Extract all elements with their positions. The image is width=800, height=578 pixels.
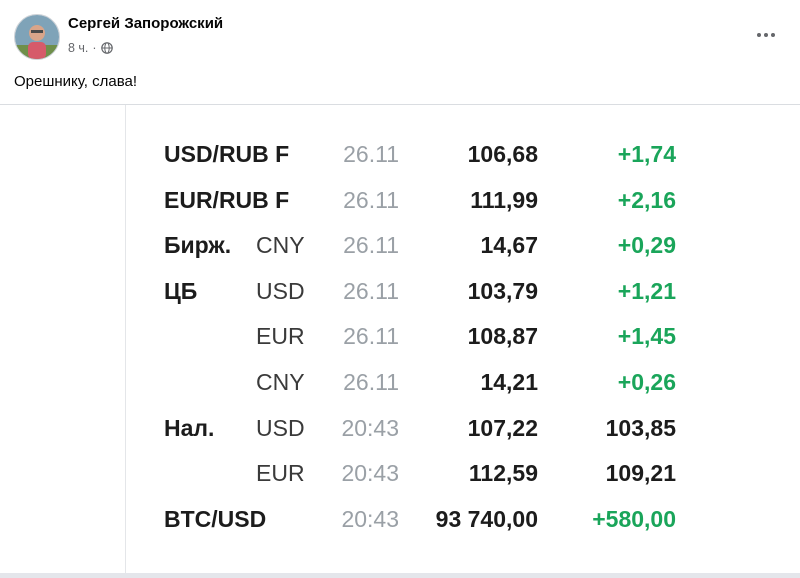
rate-date: 26.11	[343, 186, 399, 213]
rate-change: +580,00	[592, 505, 676, 532]
more-options-button[interactable]	[749, 24, 783, 46]
rate-date: 26.11	[343, 323, 399, 350]
post-image[interactable]: USD/RUB F 26.11 106,68 +1,74 EUR/RUB F 26.11 1…	[0, 105, 800, 578]
image-left-margin	[0, 105, 126, 573]
rate-change: 109,21	[605, 460, 676, 487]
rate-currency: CNY	[256, 368, 305, 395]
more-dot-icon	[771, 33, 775, 37]
rate-value: 103,79	[467, 277, 538, 304]
rate-change: +1,74	[617, 141, 676, 167]
rate-date: 26.11	[343, 232, 399, 259]
rate-value: 112,59	[468, 460, 538, 487]
rate-value: 14,21	[480, 368, 538, 395]
post-time[interactable]: 8 ч.	[68, 41, 89, 55]
rate-currency: CNY	[256, 232, 305, 259]
rate-label: Бирж.	[164, 232, 232, 259]
rate-currency: EUR	[256, 323, 305, 350]
rate-label: USD/RUB F	[164, 141, 290, 167]
globe-icon	[100, 42, 113, 54]
image-bottom-divider	[0, 573, 800, 578]
rate-change: +2,16	[617, 186, 676, 213]
rate-date: 26.11	[343, 368, 399, 395]
rate-change: +1,45	[617, 323, 676, 350]
rate-value: 107,22	[467, 414, 538, 441]
rate-currency: USD	[256, 277, 305, 304]
meta-separator: ·	[92, 41, 97, 55]
rate-value: 111,99	[470, 186, 538, 213]
post-meta: 8 ч. ·	[68, 41, 113, 55]
avatar-photo	[15, 15, 59, 59]
rate-date: 20:43	[341, 505, 399, 532]
rate-change: 103,85	[605, 414, 676, 441]
rate-change: +0,26	[617, 368, 676, 395]
rate-value: 14,67	[480, 232, 538, 259]
more-dot-icon	[757, 33, 761, 37]
rate-label: Нал.	[164, 414, 215, 441]
rate-date: 20:43	[341, 460, 399, 487]
rate-label: ЦБ	[164, 277, 198, 304]
rate-label: BTC/USD	[164, 505, 267, 532]
rate-date: 26.11	[343, 141, 399, 167]
rate-label: EUR/RUB F	[164, 186, 290, 213]
rate-date: 20:43	[341, 414, 399, 441]
rate-currency: USD	[256, 414, 305, 441]
rate-date: 26.11	[343, 277, 399, 304]
rate-currency: EUR	[256, 460, 305, 487]
rate-value: 108,87	[467, 323, 538, 350]
author-name[interactable]: Сергей Запорожский	[68, 15, 224, 32]
rate-value: 106,68	[467, 141, 538, 167]
avatar[interactable]	[14, 14, 60, 60]
post-header: Сергей Запорожский 8 ч. · Орешнику, слав…	[0, 0, 800, 105]
more-dot-icon	[764, 33, 768, 37]
post-text: Орешнику, слава!	[14, 73, 138, 90]
rate-change: +1,21	[617, 277, 676, 304]
rate-value: 93 740,00	[435, 505, 538, 532]
rate-change: +0,29	[617, 232, 676, 259]
